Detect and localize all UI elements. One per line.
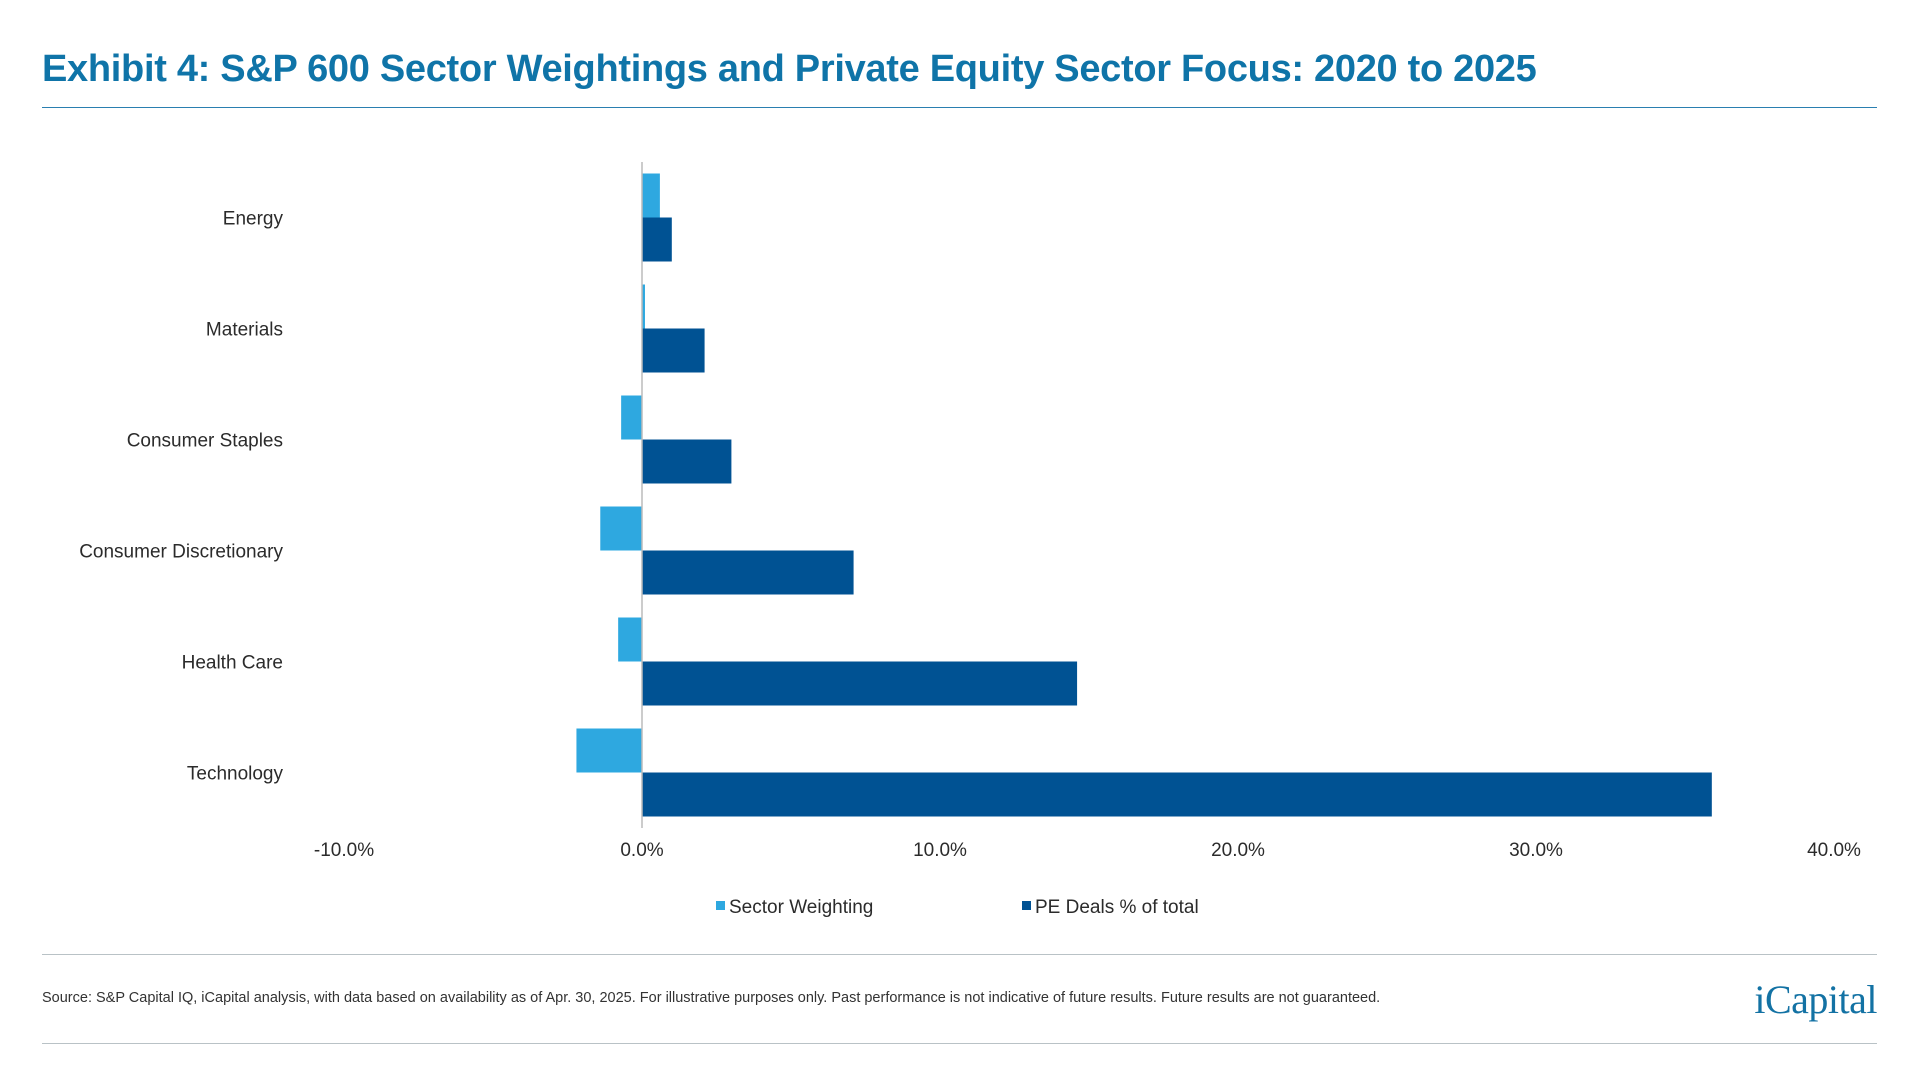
bar-pe-deals-of-total-health-care (642, 661, 1078, 706)
x-tick-label: -10.0% (314, 840, 374, 861)
x-tick-label: 10.0% (913, 840, 967, 861)
legend-label: Sector Weighting (729, 897, 873, 918)
footer-divider-bottom (42, 1043, 1877, 1044)
icapital-logo: iCapital (1754, 977, 1877, 1022)
legend-swatch (716, 901, 725, 910)
title-divider (42, 107, 1877, 108)
bar-sector-weighting-energy (642, 173, 660, 218)
bar-sector-weighting-consumer-staples (621, 395, 642, 440)
bar-sector-weighting-consumer-discretionary (600, 506, 642, 551)
bar-pe-deals-of-total-consumer-staples (642, 439, 732, 484)
bar-sector-weighting-health-care (618, 617, 642, 662)
chart-title: Exhibit 4: S&P 600 Sector Weightings and… (42, 48, 1537, 90)
bar-pe-deals-of-total-consumer-discretionary (642, 550, 854, 595)
category-label: Consumer Staples (127, 431, 283, 452)
legend-label: PE Deals % of total (1035, 897, 1199, 918)
category-label: Consumer Discretionary (79, 542, 283, 563)
bar-sector-weighting-materials (642, 284, 645, 329)
legend-swatch (1022, 901, 1031, 910)
bar-pe-deals-of-total-technology (642, 772, 1712, 817)
bar-pe-deals-of-total-materials (642, 328, 705, 373)
bar-sector-weighting-technology (576, 728, 642, 773)
category-label: Energy (223, 209, 284, 230)
bar-pe-deals-of-total-energy (642, 217, 672, 262)
x-tick-label: 40.0% (1807, 840, 1861, 861)
category-label: Technology (187, 764, 284, 785)
source-note: Source: S&P Capital IQ, iCapital analysi… (42, 990, 1381, 1006)
x-tick-label: 20.0% (1211, 840, 1265, 861)
category-label: Materials (206, 320, 283, 341)
x-tick-label: 30.0% (1509, 840, 1563, 861)
footer-divider-top (42, 954, 1877, 955)
category-label: Health Care (182, 653, 283, 674)
x-tick-label: 0.0% (620, 840, 663, 861)
